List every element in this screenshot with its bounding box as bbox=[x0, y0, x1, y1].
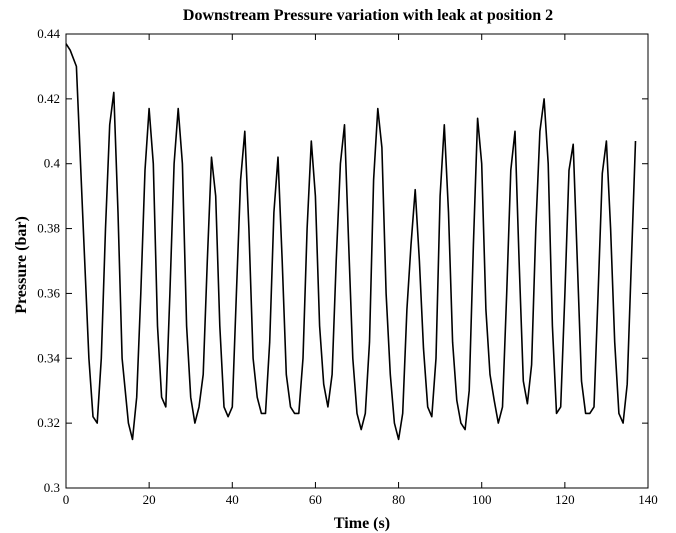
x-axis-label: Time (s) bbox=[334, 515, 390, 532]
x-tick-label: 40 bbox=[226, 492, 239, 507]
x-tick-label: 80 bbox=[392, 492, 405, 507]
y-tick-label: 0.32 bbox=[37, 415, 60, 430]
x-tick-label: 140 bbox=[638, 492, 658, 507]
pressure-series-line bbox=[65, 43, 637, 441]
x-tick-label: 100 bbox=[472, 492, 492, 507]
y-tick-label: 0.44 bbox=[37, 26, 60, 41]
y-tick-label: 0.36 bbox=[37, 285, 60, 300]
x-tick-label: 120 bbox=[555, 492, 575, 507]
plot-area: 0 20 40 60 80 100 120 140 0.3 0.32 0.34 0.36 0.38 0.4… bbox=[37, 26, 658, 507]
x-tick-label: 20 bbox=[143, 492, 156, 507]
y-tick-label: 0.4 bbox=[44, 156, 61, 171]
chart-title: Downstream Pressure variation with leak … bbox=[183, 7, 553, 24]
y-tick-label: 0.42 bbox=[37, 91, 60, 106]
y-axis-label: Pressure (bar) bbox=[13, 216, 30, 314]
y-tick-label: 0.3 bbox=[44, 480, 60, 495]
plot-frame bbox=[65, 33, 649, 489]
x-tick-label: 60 bbox=[309, 492, 322, 507]
y-tick-label: 0.34 bbox=[37, 350, 60, 365]
y-tick-label: 0.38 bbox=[37, 221, 60, 236]
x-tick-label: 0 bbox=[63, 492, 70, 507]
